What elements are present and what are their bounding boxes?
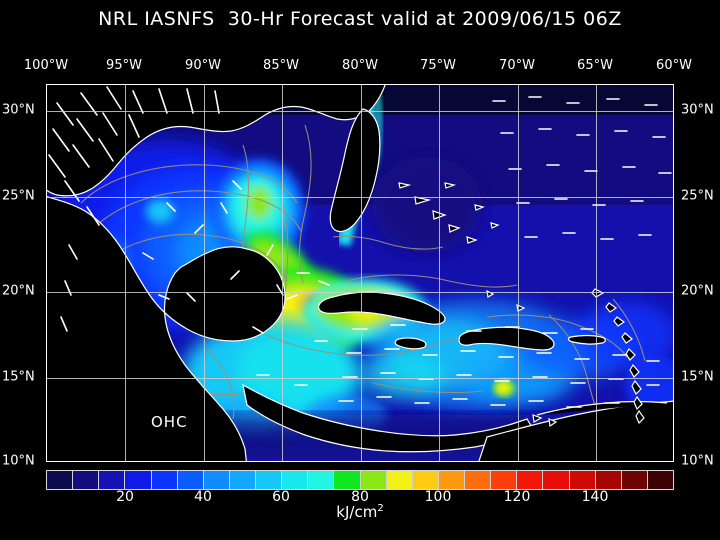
colorbar-swatch-23 (647, 471, 673, 489)
colorbar-unit-exponent: 2 (377, 503, 384, 514)
gridline-lon-95w (125, 85, 126, 461)
colorbar-swatch-6 (203, 471, 230, 489)
gridline-lon-80w (361, 85, 362, 461)
colorbar-swatch-7 (229, 471, 256, 489)
gridline-lon-90w (204, 85, 205, 461)
colorbar-tick-100: 100 (424, 489, 452, 505)
ohc-field-svg (47, 85, 673, 461)
gridline-lat-25n (47, 197, 673, 198)
ohc-annotation-label: OHC (151, 413, 188, 431)
lon-label-100w: 100°W (23, 58, 69, 73)
lon-label-95w: 95°W (106, 58, 142, 73)
colorbar-swatch-5 (177, 471, 204, 489)
colorbar-swatch-16 (465, 471, 492, 489)
colorbar-swatch-11 (334, 471, 361, 489)
colorbar-swatch-10 (308, 471, 335, 489)
lat-label-30n-left: 30°N (2, 102, 35, 118)
gridline-lon-85w (282, 85, 283, 461)
colorbar-swatch-1 (73, 471, 100, 489)
lon-label-80w: 80°W (342, 58, 378, 73)
lat-label-15n-right: 15°N (681, 369, 714, 385)
lat-label-15n-left: 15°N (2, 369, 35, 385)
colorbar-swatch-17 (491, 471, 518, 489)
lon-label-75w: 75°W (420, 58, 456, 73)
colorbar[interactable] (46, 470, 674, 490)
lat-label-20n-left: 20°N (2, 283, 35, 299)
lat-label-10n-right: 10°N (681, 453, 714, 469)
colorbar-swatch-15 (438, 471, 465, 489)
lat-label-20n-right: 20°N (681, 283, 714, 299)
gridline-lat-30n (47, 111, 673, 112)
ohc-heatmap-panel[interactable]: OHC (46, 84, 674, 462)
colorbar-swatch-0 (47, 471, 74, 489)
colorbar-swatch-12 (360, 471, 387, 489)
colorbar-swatch-4 (151, 471, 178, 489)
colorbar-tick-120: 120 (503, 489, 531, 505)
colorbar-swatch-22 (621, 471, 648, 489)
lat-label-10n-left: 10°N (2, 453, 35, 469)
colorbar-swatch-3 (125, 471, 152, 489)
lon-label-90w: 90°W (185, 58, 221, 73)
gridline-lat-15n (47, 378, 673, 379)
land-masses (47, 85, 673, 461)
gridline-lat-20n (47, 292, 673, 293)
lon-label-65w: 65°W (577, 58, 613, 73)
lat-label-25n-left: 25°N (2, 188, 35, 204)
lat-label-25n-right: 25°N (681, 188, 714, 204)
colorbar-unit-label: kJ/cm2 (0, 503, 720, 521)
lon-label-85w: 85°W (263, 58, 299, 73)
gridline-lon-65w (596, 85, 597, 461)
gridline-lon-70w (518, 85, 519, 461)
colorbar-tick-140: 140 (581, 489, 609, 505)
colorbar-swatch-9 (282, 471, 309, 489)
colorbar-tick-20: 20 (116, 489, 134, 505)
gridline-lon-75w (439, 85, 440, 461)
colorbar-swatch-19 (543, 471, 570, 489)
colorbar-swatch-14 (412, 471, 439, 489)
lon-label-70w: 70°W (499, 58, 535, 73)
lon-label-60w: 60°W (656, 58, 692, 73)
current-vector-overlay (48, 86, 672, 408)
colorbar-swatch-18 (517, 471, 544, 489)
colorbar-tick-80: 80 (351, 489, 369, 505)
colorbar-tick-60: 60 (272, 489, 290, 505)
lat-label-30n-right: 30°N (681, 102, 714, 118)
colorbar-unit-text: kJ/cm (336, 503, 378, 521)
colorbar-swatch-8 (256, 471, 283, 489)
figure-title: NRL IASNFS 30-Hr Forecast valid at 2009/… (98, 8, 622, 30)
colorbar-tick-40: 40 (194, 489, 212, 505)
colorbar-swatch-21 (595, 471, 622, 489)
colorbar-swatch-13 (386, 471, 413, 489)
colorbar-swatch-20 (569, 471, 596, 489)
colorbar-swatch-2 (99, 471, 126, 489)
